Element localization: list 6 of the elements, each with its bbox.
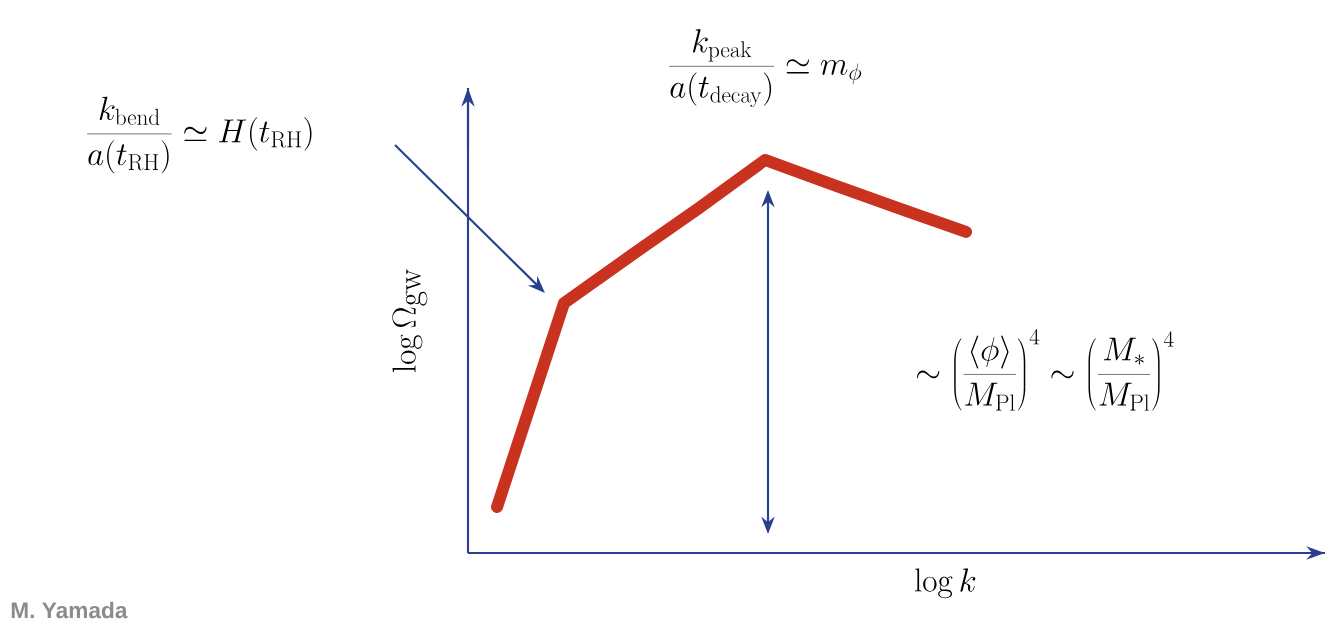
y-axis-title: $\log \Omega_{\rm gw}$ — [392, 269, 428, 372]
text: $\frac{k_{\rm bend}}{a(t_{\rm RH})} \simeq H(t_{\rm RH})$ — [87, 96, 312, 174]
x-axis-title: $\log k$ — [915, 568, 976, 599]
annotation: $\sim \left(\frac{\langle\phi\rangle}{M_{\rm Pl}}\right)^4 \sim \left(\frac{M_*}{M_{\rm Pl}}\right)^4$ — [917, 328, 1174, 411]
text: $\frac{k_{\rm peak}}{a(t_{\rm decay})} \simeq m_\phi$ — [669, 29, 862, 108]
text: M. Yamada — [11, 601, 128, 619]
